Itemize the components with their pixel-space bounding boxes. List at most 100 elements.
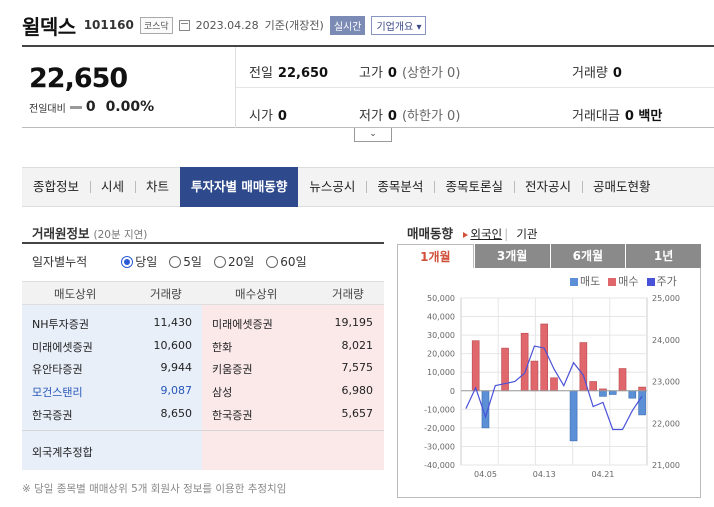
buy-broker-volume: 8,021 (341, 339, 374, 352)
x-tick: 04.21 (591, 470, 614, 479)
arrow-right-icon (463, 231, 469, 238)
trading-trend-chart: 50,000 40,000 30,000 20,000 10,000 0 -10,000 -2… (424, 294, 680, 479)
stat-label: 저가 (359, 109, 383, 124)
sell-broker-name: 유안타증권 (32, 363, 83, 376)
y-left-tick: -30,000 (424, 442, 455, 451)
period-radio-1[interactable]: 당일 (121, 253, 157, 270)
price-line (465, 345, 643, 431)
price-change: 전일대비 0 0.00% (29, 99, 154, 115)
y-left-tick: 40,000 (427, 313, 455, 322)
y-left-tick: 30,000 (427, 331, 455, 340)
company-overview-dropdown[interactable]: 기업개요 ▾ (371, 15, 427, 35)
buy-broker-name: 키움증권 (212, 363, 253, 376)
period-label: 일자별누적 (32, 255, 88, 269)
stat-sub: (상한가 0) (401, 66, 461, 81)
sell-broker-volume: 9,944 (160, 361, 193, 374)
tab-9[interactable]: 공매도현황 (581, 167, 662, 207)
sell-broker-volume: 8,650 (160, 407, 193, 420)
legend-item: 매수 (608, 273, 639, 289)
tab-4[interactable]: 투자자별 매매동향 (180, 167, 299, 207)
institution-option[interactable]: 기관 (516, 227, 538, 241)
expand-toggle-button[interactable]: ⌄ (354, 128, 392, 142)
legend-label: 매수 (618, 275, 639, 288)
y-right-tick: 25,000 (652, 294, 680, 303)
buy-broker-volume: 6,980 (341, 384, 374, 397)
calendar-icon (178, 19, 190, 31)
stat-value: 0 (612, 66, 622, 81)
quote-date: 2023.04.28 (195, 18, 259, 32)
broker-table-header: 매도상위 거래량 매수상위 거래량 (22, 281, 384, 305)
buy-broker-volume: 5,657 (341, 407, 374, 420)
legend-item: 주가 (646, 273, 677, 289)
legend-swatch (608, 278, 617, 286)
y-right-tick: 22,000 (652, 419, 680, 428)
stat-sub: (하한가 0) (401, 109, 461, 124)
period-radio-3[interactable]: 20일 (213, 253, 254, 270)
col-sell-top: 매도상위 (54, 287, 97, 301)
change-label: 전일대비 (29, 103, 66, 115)
legend-swatch (646, 278, 655, 286)
buy-broker-name: 한국증권 (212, 409, 253, 422)
change-value: 0 (85, 99, 96, 115)
chart-legend: 매도 매수 주가 (570, 273, 677, 289)
col-buy-volume: 거래량 (332, 287, 364, 301)
period-radio-4[interactable]: 60일 (266, 253, 307, 270)
buy-bar (530, 360, 539, 392)
tab-1[interactable]: 종합정보 (33, 179, 80, 194)
sell-bar (599, 390, 607, 397)
sell-bar (608, 390, 617, 395)
stat-label: 거래량 (572, 66, 608, 81)
tab-2[interactable]: 시세 (90, 167, 135, 207)
foreign-total-label: 외국계추정합 (32, 446, 93, 459)
buy-broker-name: 한화 (212, 341, 233, 354)
buy-bar (471, 340, 480, 392)
y-right-tick: 21,000 (652, 461, 680, 470)
period-radio-2[interactable]: 5일 (169, 253, 202, 270)
section-title: 거래원정보 (32, 226, 90, 241)
realtime-button[interactable]: 실시간 (329, 15, 366, 35)
sell-column-bg (22, 305, 202, 470)
stat-volume: 거래량 0 (572, 62, 622, 81)
buy-broker-name: 미래에셋증권 (212, 318, 273, 331)
col-buy-top: 매수상위 (235, 287, 278, 301)
period-selector: 일자별누적 당일 5일 20일 60일 (32, 253, 313, 270)
chart-tab-2[interactable]: 3개월 (473, 244, 550, 268)
chart-tab-4[interactable]: 1년 (625, 244, 701, 268)
tab-6[interactable]: 종목분석 (366, 167, 434, 207)
stat-value: 0 (387, 109, 397, 124)
tab-5[interactable]: 뉴스공시 (309, 179, 356, 194)
sell-bar (628, 390, 637, 399)
buy-bar (550, 377, 558, 392)
change-percent: 0.00% (105, 99, 155, 115)
chart-period-tabs: 1개월 3개월 6개월 1년 (397, 244, 701, 268)
sell-broker-name: 모건스탠리 (32, 386, 83, 399)
foreign-option[interactable]: 외국인 (463, 227, 502, 241)
y-right-tick: 23,000 (652, 378, 680, 387)
broker-info-title: 거래원정보 (20분 지연) (32, 223, 147, 242)
divider (22, 430, 384, 431)
chart-tab-3[interactable]: 6개월 (549, 244, 626, 268)
current-price: 22,650 (29, 63, 128, 94)
buy-bar (638, 386, 646, 392)
legend-swatch (570, 278, 578, 286)
quote-basis: 기준(개장전) (264, 19, 324, 32)
stat-label: 전일 (249, 66, 273, 81)
option-label: 외국인 (470, 227, 503, 241)
stat-value: 22,650 (277, 66, 329, 81)
radio-circle (121, 255, 134, 268)
legend-label: 매도 (580, 275, 601, 288)
sell-broker-name: NH투자증권 (32, 318, 89, 331)
company-overview-label: 기업개요 (376, 21, 414, 33)
y-left-tick: 20,000 (427, 350, 455, 359)
sell-broker-name: 미래에셋증권 (32, 341, 93, 354)
buy-broker-name: 삼성 (212, 386, 233, 399)
tab-7[interactable]: 종목토론실 (434, 167, 514, 207)
x-tick: 04.13 (533, 470, 556, 479)
buy-broker-volume: 19,195 (334, 316, 374, 329)
chart-frame (397, 268, 701, 498)
tab-3[interactable]: 차트 (135, 167, 180, 207)
chart-tab-1[interactable]: 1개월 (397, 244, 474, 268)
stat-high: 고가 0 (상한가 0) (359, 62, 460, 81)
sell-bar (638, 390, 646, 416)
tab-8[interactable]: 전자공시 (513, 167, 582, 207)
